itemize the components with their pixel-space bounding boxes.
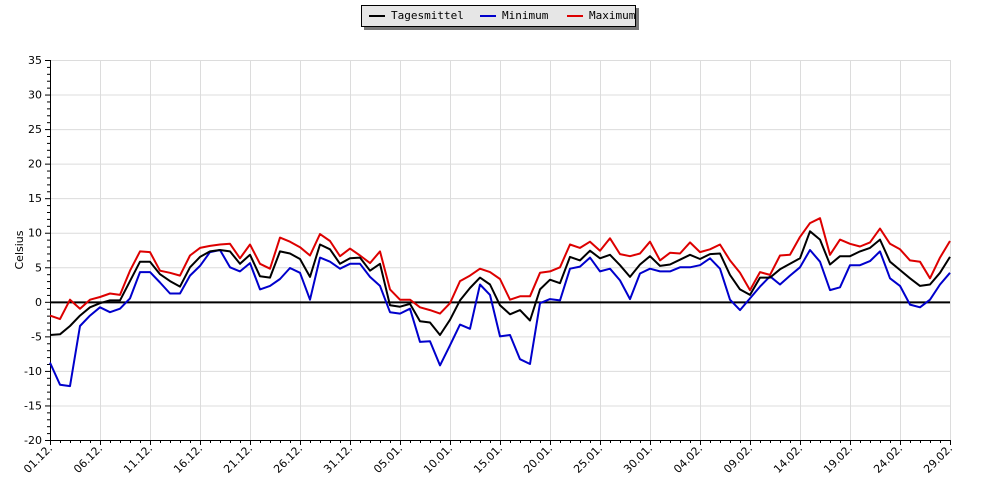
x-tick-label: 30.01. [621,442,655,476]
legend-swatch-maximum [567,15,583,17]
x-tick-label: 06.12. [71,442,105,476]
y-tick-label: -5 [31,330,42,343]
y-tick-label: 10 [28,227,42,240]
x-axis-ticks: 01.12. 06.12. 11.12. 16.12. 21.12. 26.12. 31.1… [21,440,955,476]
legend-item-tagesmittel: Tagesmittel [362,6,464,26]
y-tick-label: 25 [28,123,42,136]
y-tick-label: 35 [28,54,42,67]
x-tick-label: 05.01. [371,442,405,476]
y-tick-label: 5 [35,261,42,274]
legend: Tagesmittel Minimum Maximum [361,5,636,27]
x-tick-label: 01.12. [21,442,55,476]
x-tick-label: 20.01. [521,442,555,476]
series-line-tagesmittel [49,230,951,336]
x-tick-label: 10.01. [421,442,455,476]
x-tick-label: 21.12. [221,442,255,476]
y-tick-label: 20 [28,158,42,171]
legend-label-tagesmittel: Tagesmittel [391,9,464,22]
x-tick-label: 16.12. [171,442,205,476]
legend-label-maximum: Maximum [589,9,636,22]
series-lines [49,217,951,388]
series-line-maximum [49,217,951,321]
legend-swatch-minimum [480,15,496,17]
x-tick-label: 15.01. [471,442,505,476]
x-tick-label: 09.02. [721,442,755,476]
x-tick-label: 31.12. [321,442,355,476]
x-tick-label: 26.12. [271,442,305,476]
x-tick-label: 24.02. [871,442,905,476]
grid-lines [50,60,951,441]
y-tick-label: -10 [24,365,42,378]
y-axis-ticks: 35 30 25 20 15 10 5 0 -5 -10 -15 -20 [24,54,50,447]
x-tick-label: 11.12. [121,442,155,476]
x-tick-label: 19.02. [821,442,855,476]
legend-swatch-tagesmittel [369,15,385,17]
x-tick-label: 25.01. [571,442,605,476]
y-tick-label: -20 [24,434,42,447]
y-tick-label: 30 [28,89,42,102]
legend-item-minimum: Minimum [476,6,552,26]
x-tick-label: 04.02. [671,442,705,476]
x-tick-label: 29.02. [921,442,955,476]
x-tick-label: 14.02. [771,442,805,476]
legend-item-maximum: Maximum [563,6,635,26]
y-tick-label: 0 [35,296,42,309]
y-axis-label: Celsius [13,230,26,269]
series-line-minimum [49,249,951,388]
legend-label-minimum: Minimum [502,9,549,22]
y-tick-label: 15 [28,192,42,205]
y-tick-label: -15 [24,399,42,412]
